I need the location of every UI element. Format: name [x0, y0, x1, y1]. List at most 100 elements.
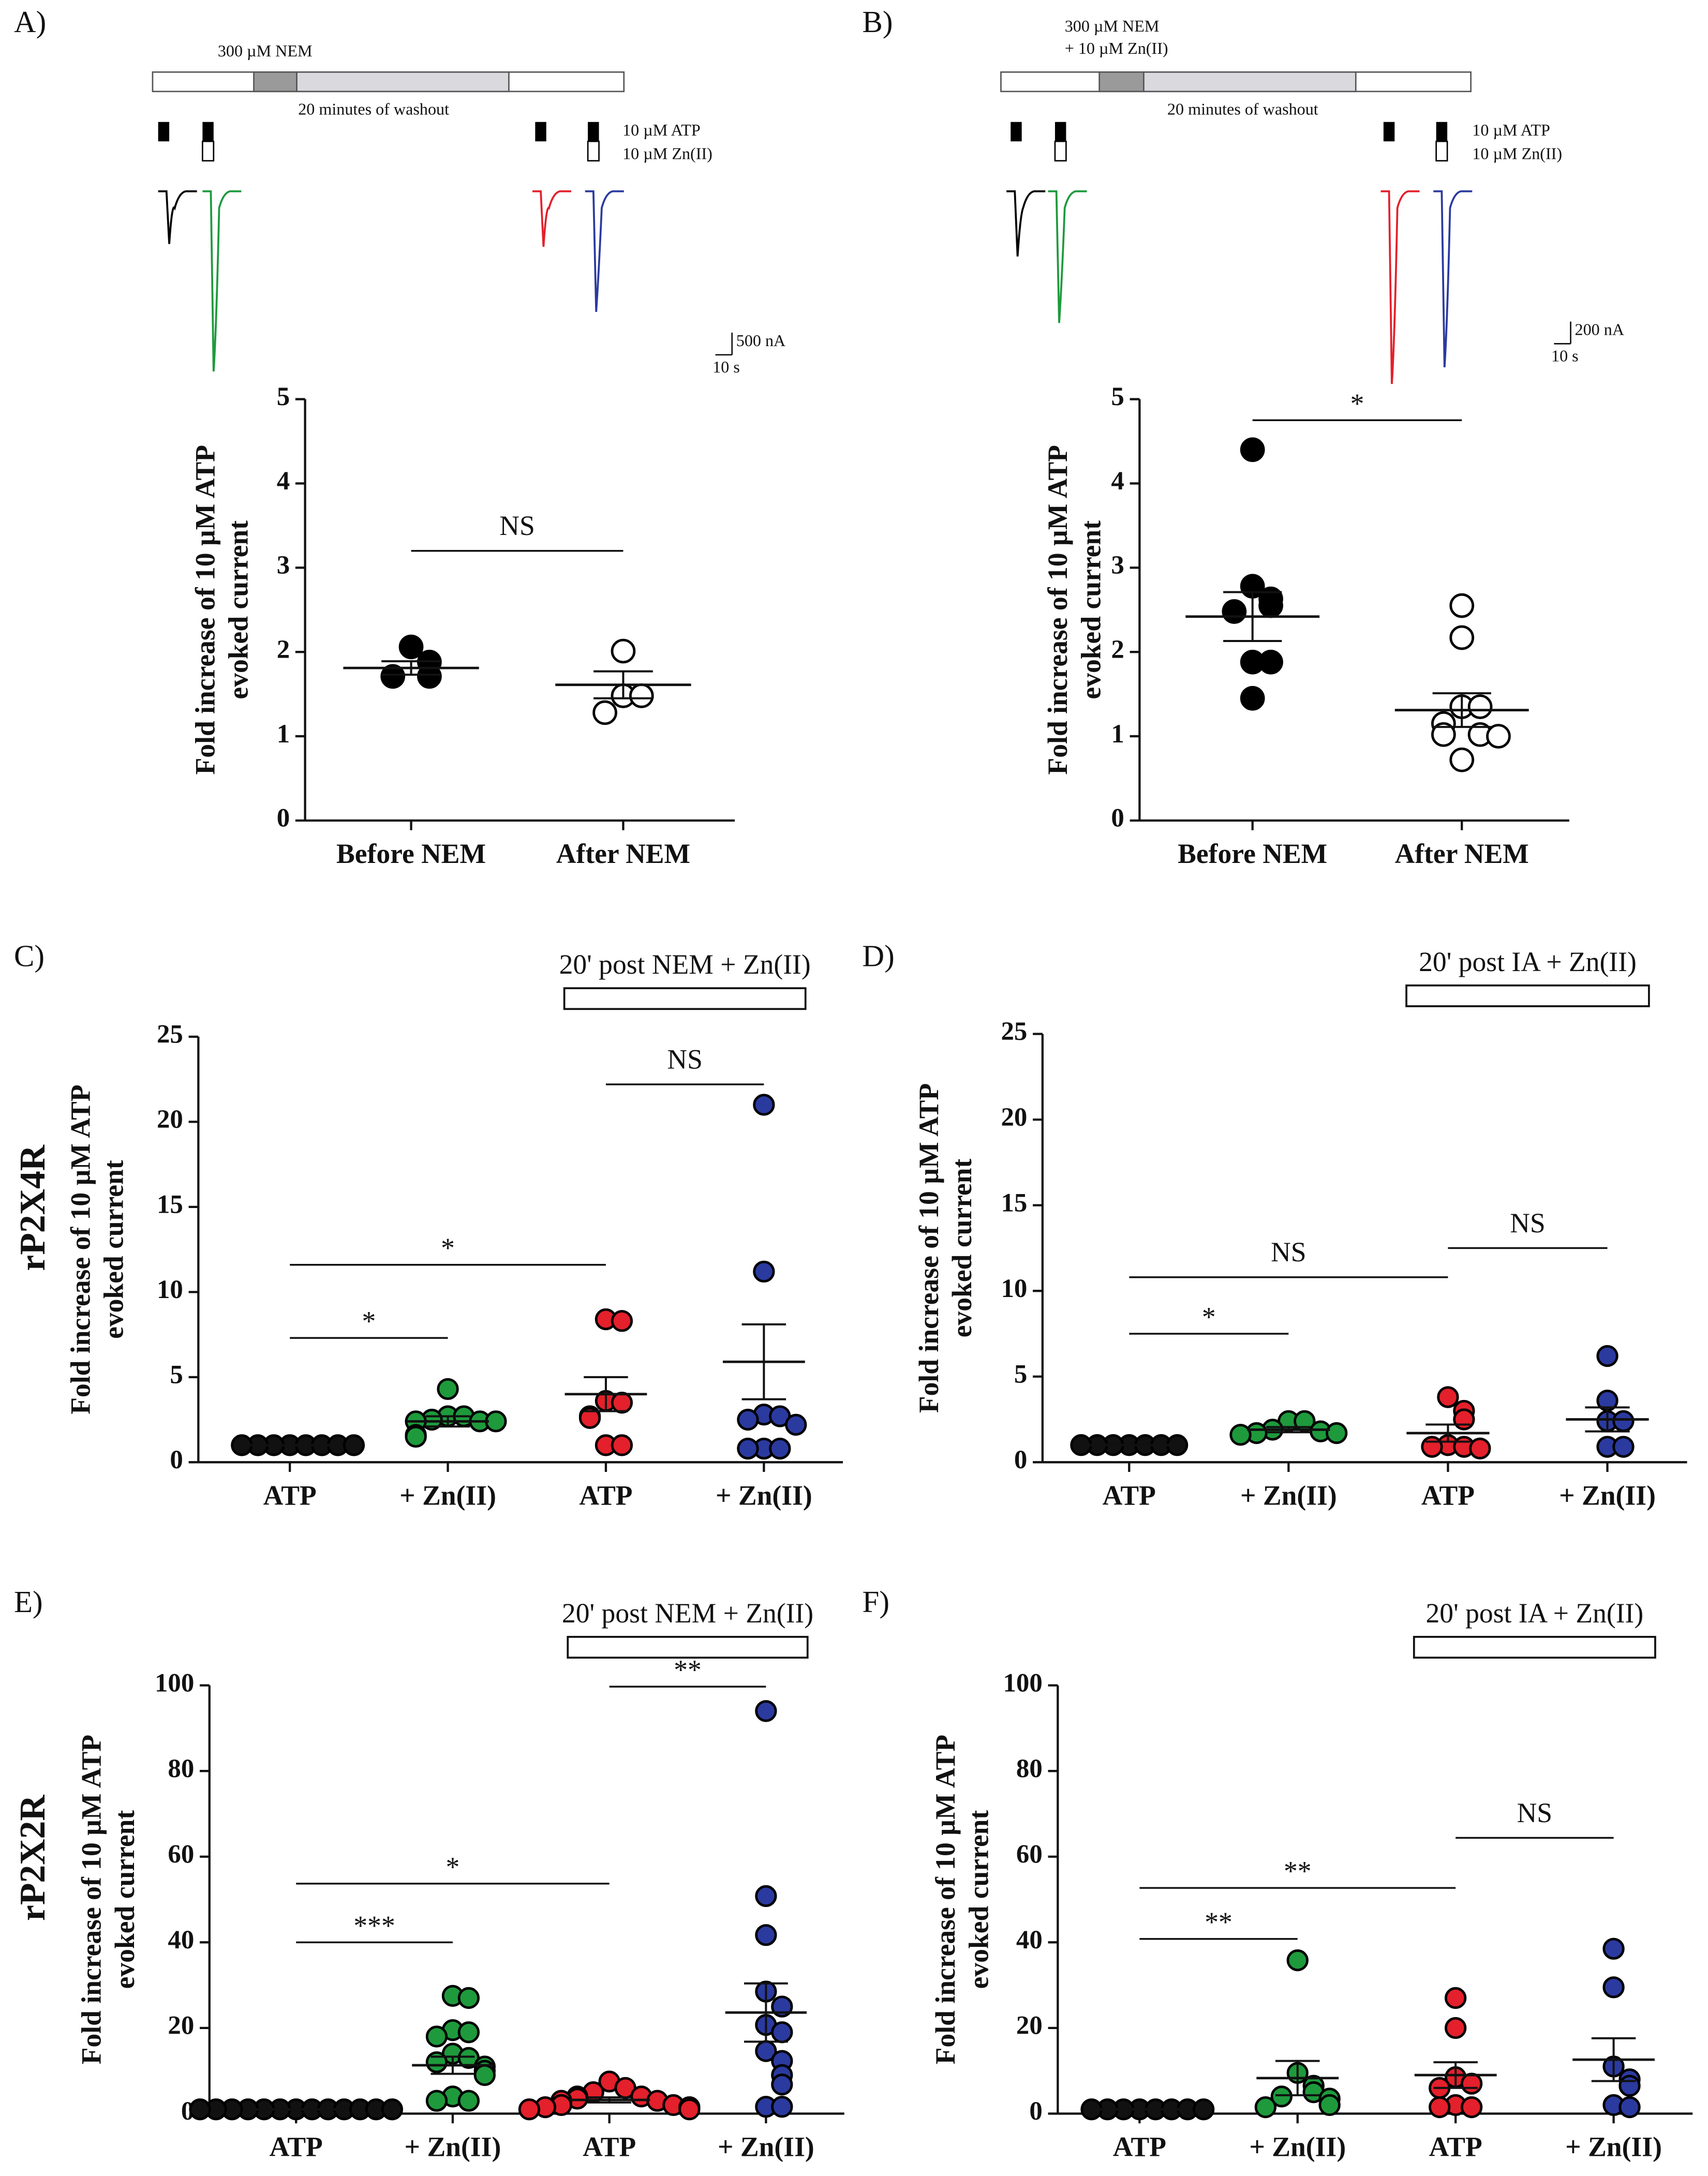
data-point — [1612, 1436, 1635, 1458]
data-point — [785, 1413, 807, 1436]
y-tick-label: 60 — [1016, 1840, 1043, 1869]
bracket-label: 20' post NEM + Zn(II) — [562, 1598, 813, 1629]
y-axis-label: evoked current — [1075, 520, 1106, 699]
data-point — [398, 634, 424, 660]
legend-label: 10 µM ATP — [1472, 121, 1550, 139]
atp-marker — [158, 122, 170, 142]
y-tick-label: 0 — [277, 804, 290, 833]
treatment-label: + 10 µM Zn(II) — [1065, 39, 1168, 57]
current-trace — [158, 190, 197, 244]
data-point — [1618, 2096, 1641, 2119]
data-point — [1449, 593, 1475, 618]
x-tick-label: ATP — [1103, 1480, 1156, 1511]
x-tick-label: After NEM — [556, 838, 690, 869]
bracket-box — [563, 987, 807, 1010]
x-tick-label: + Zn(II) — [399, 1480, 496, 1511]
y-tick-label: 100 — [1003, 1668, 1042, 1697]
data-point — [592, 700, 617, 725]
significance-label: * — [441, 1232, 455, 1263]
y-axis-label: evoked current — [98, 1160, 129, 1339]
atp-marker — [1383, 122, 1395, 142]
y-tick-label: 0 — [1111, 804, 1124, 833]
current-trace — [1380, 190, 1420, 384]
data-point — [769, 1437, 791, 1460]
y-tick-label: 3 — [277, 551, 290, 580]
bracket-box — [567, 1636, 809, 1659]
bracket-box — [1413, 1636, 1656, 1659]
data-point — [1254, 2096, 1277, 2119]
data-point — [457, 2090, 480, 2112]
data-point — [1429, 2096, 1451, 2119]
data-point — [1229, 1424, 1252, 1446]
y-axis-label: Fold increase of 10 µM ATP — [65, 1084, 96, 1414]
significance-label: NS — [1517, 1797, 1552, 1828]
data-point — [755, 1700, 777, 1722]
data-point — [1192, 2098, 1215, 2121]
data-point — [437, 1378, 459, 1400]
data-point — [1449, 747, 1475, 772]
data-point — [1612, 1410, 1635, 1433]
significance-label: *** — [353, 1910, 395, 1941]
y-tick-label: 15 — [157, 1190, 183, 1219]
data-point — [1453, 1408, 1475, 1430]
y-tick-label: 40 — [168, 1926, 194, 1955]
data-point — [485, 1410, 507, 1433]
y-tick-label: 2 — [277, 635, 290, 664]
data-point — [755, 1885, 777, 1907]
data-point — [381, 2098, 404, 2121]
bracket-label: 20' post IA + Zn(II) — [1426, 1598, 1644, 1629]
y-tick-label: 60 — [168, 1840, 194, 1869]
data-point — [1602, 1976, 1625, 1999]
data-point — [425, 2090, 448, 2112]
data-point — [1596, 1345, 1618, 1367]
atp-marker — [588, 122, 599, 142]
panel-label: E) — [14, 1585, 43, 1619]
row-label: rP2X2R — [13, 1795, 53, 1921]
zn-marker — [1435, 140, 1448, 162]
data-point — [1469, 1437, 1491, 1459]
significance-label: ** — [674, 1655, 702, 1686]
data-point — [1602, 1937, 1625, 1960]
y-tick-label: 80 — [168, 1754, 194, 1783]
y-tick-label: 10 — [1001, 1274, 1027, 1303]
x-tick-label: + Zn(II) — [718, 2131, 814, 2162]
significance-label: NS — [1510, 1208, 1545, 1239]
data-point — [1240, 437, 1265, 463]
y-tick-label: 10 — [157, 1275, 183, 1304]
y-axis-label: evoked current — [946, 1158, 977, 1337]
data-point — [611, 1310, 633, 1332]
data-point — [611, 1434, 633, 1456]
data-point — [737, 1437, 759, 1460]
significance-label: NS — [499, 510, 534, 541]
treatment-label: 300 µM NEM — [218, 41, 313, 60]
y-tick-label: 5 — [277, 382, 290, 411]
y-tick-label: 20 — [168, 2011, 194, 2040]
y-tick-label: 100 — [155, 1668, 194, 1697]
data-point — [417, 664, 442, 689]
data-point — [1431, 722, 1456, 747]
data-point — [1258, 649, 1283, 675]
panel-label: F) — [863, 1585, 889, 1619]
zn-marker — [587, 140, 600, 162]
data-point — [457, 2021, 480, 2044]
y-axis-label: evoked current — [223, 520, 254, 699]
data-point — [1222, 599, 1247, 624]
y-axis-label: Fold increase of 10 µM ATP — [913, 1083, 944, 1413]
atp-marker — [202, 122, 214, 142]
scale-label: 10 s — [1551, 347, 1579, 365]
y-tick-label: 5 — [170, 1361, 183, 1390]
data-point — [578, 1407, 601, 1429]
data-point — [1421, 1436, 1443, 1458]
data-point — [231, 1434, 253, 1456]
atp-marker — [1436, 122, 1448, 142]
washout-label: 20 minutes of washout — [1167, 100, 1318, 118]
x-tick-label: ATP — [1429, 2131, 1482, 2162]
y-tick-label: 5 — [1111, 382, 1124, 411]
x-tick-label: Before NEM — [336, 838, 486, 869]
panel-label: A) — [14, 5, 46, 39]
y-axis-label: Fold increase of 10 µM ATP — [189, 445, 220, 774]
data-point — [1240, 685, 1265, 711]
y-tick-label: 20 — [1016, 2011, 1043, 2040]
y-tick-label: 4 — [277, 467, 290, 496]
